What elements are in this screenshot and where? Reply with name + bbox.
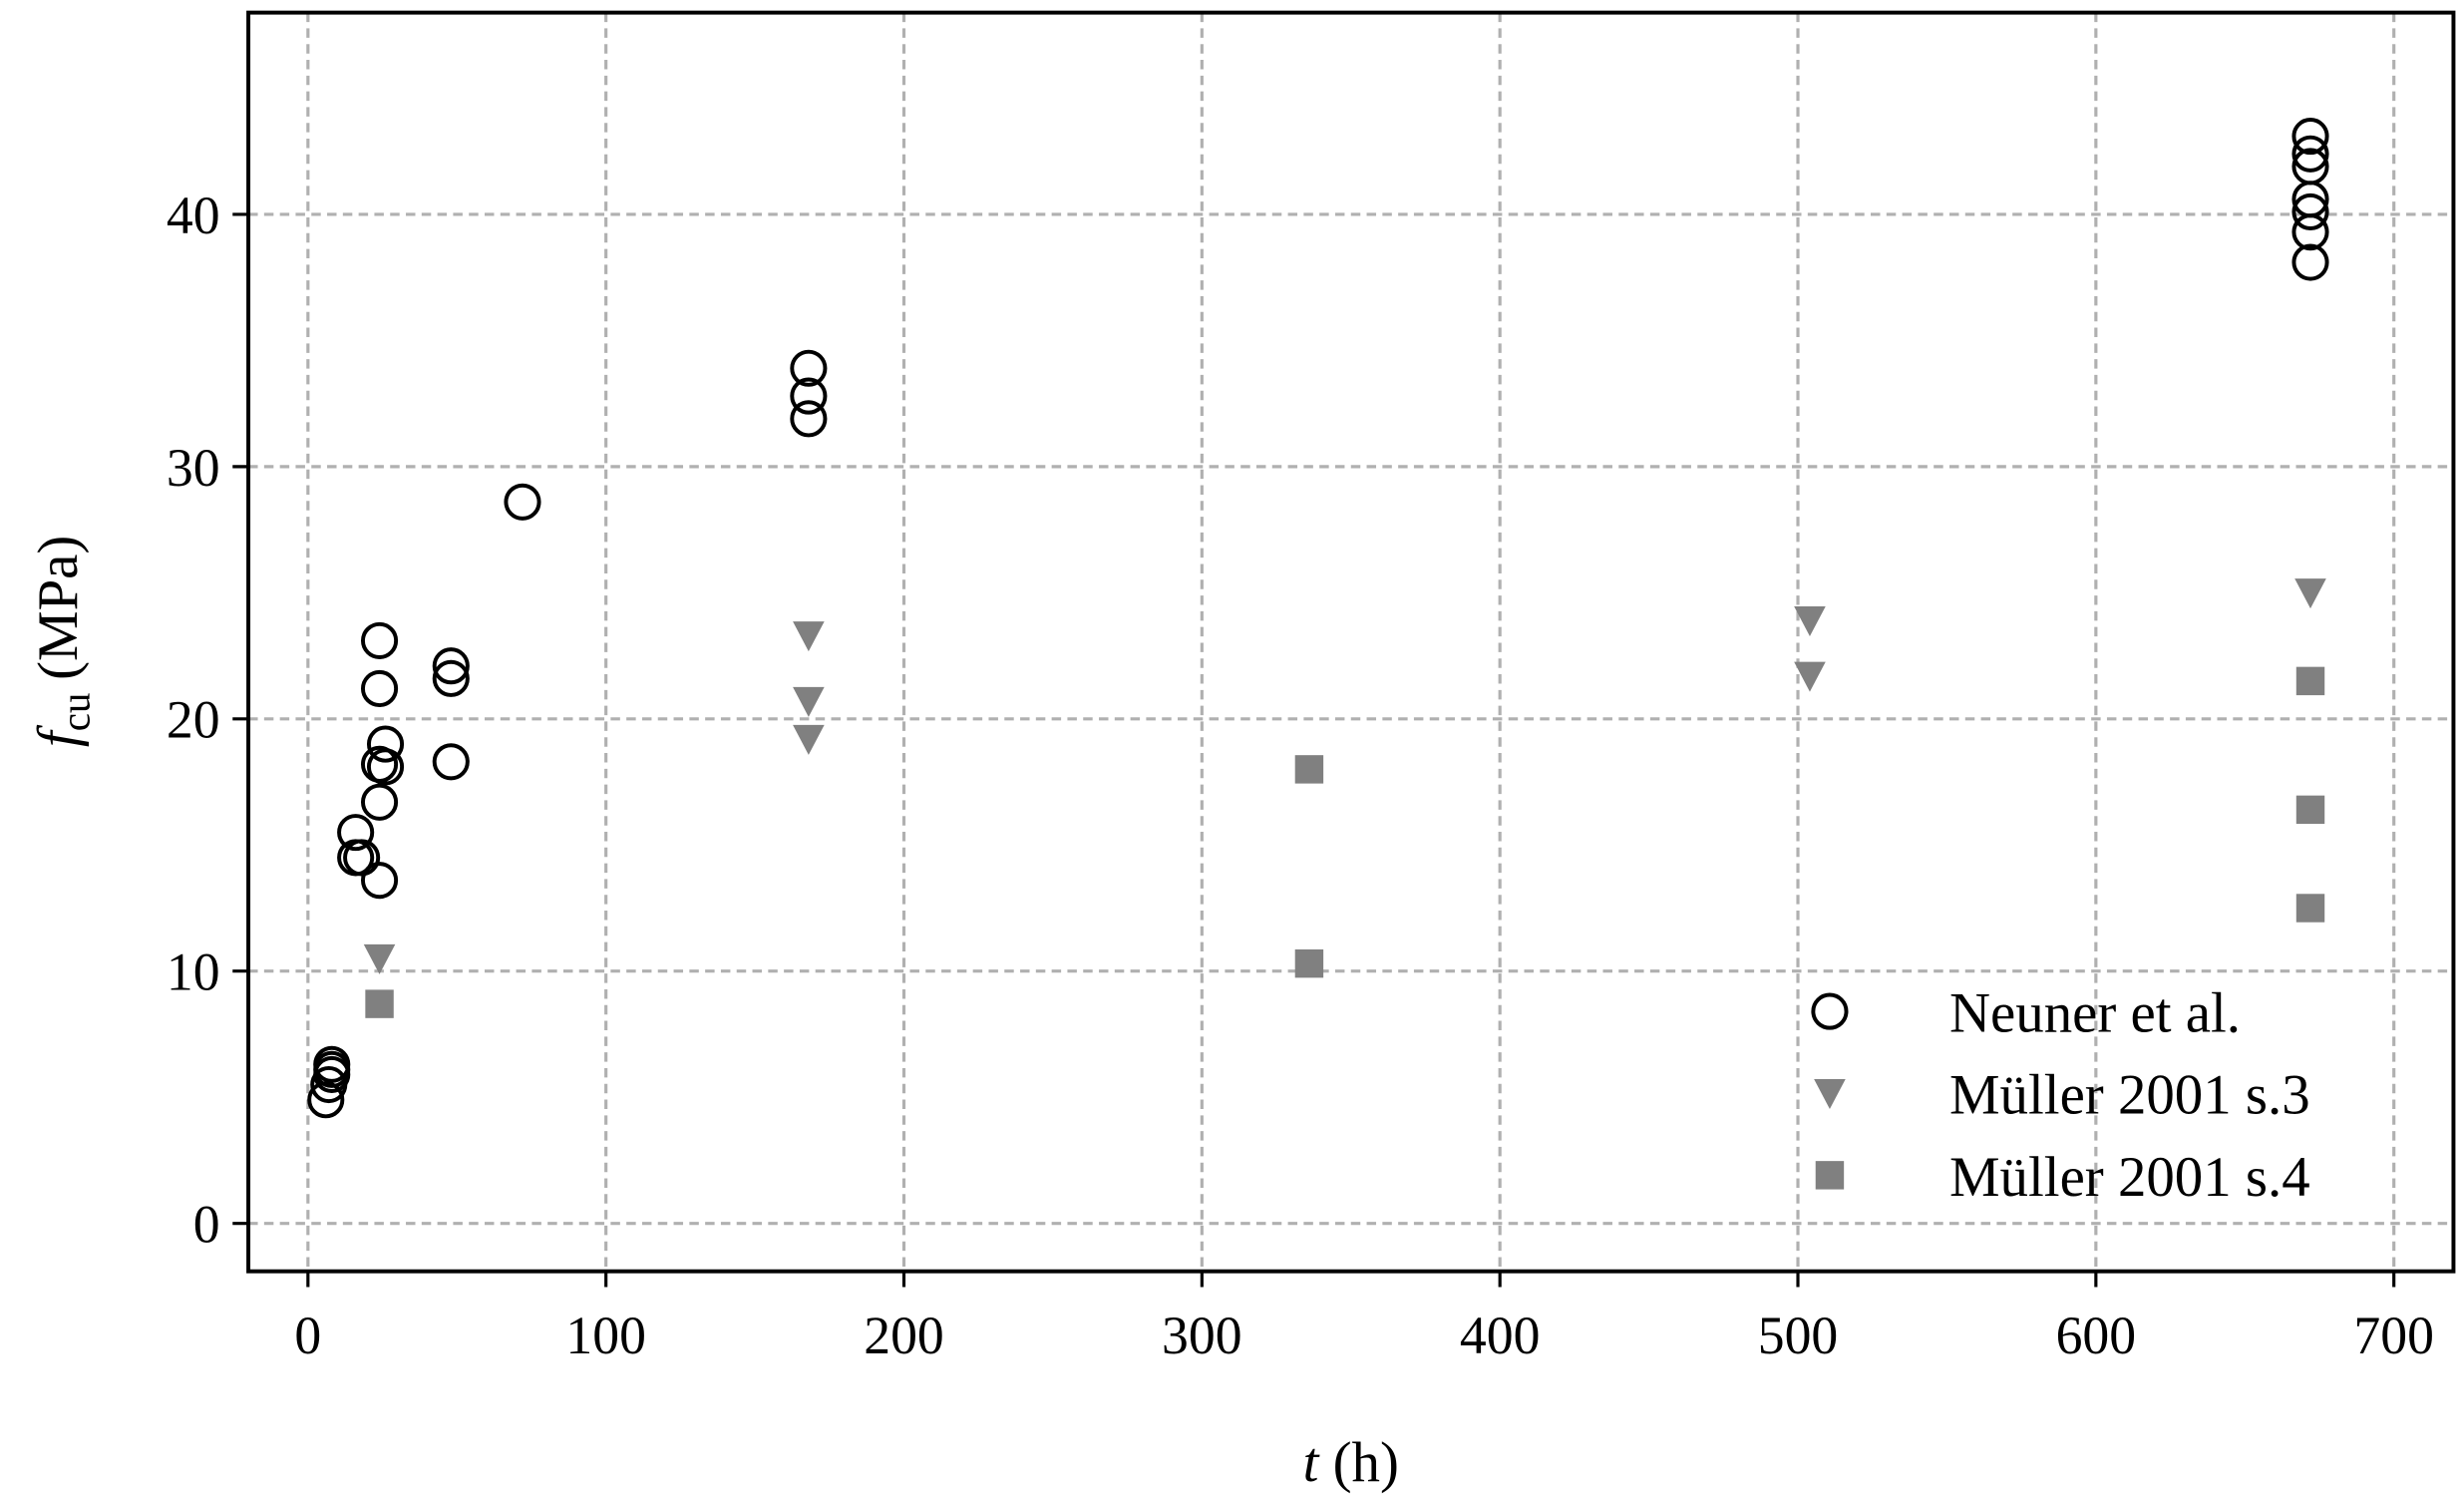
x-tick-label: 0 <box>294 1306 321 1365</box>
point <box>2291 135 2329 173</box>
point <box>432 659 470 697</box>
point <box>432 647 470 685</box>
x-tick-label: 200 <box>864 1306 944 1365</box>
y-label-subscript: cu <box>53 693 99 732</box>
point <box>790 400 828 438</box>
point <box>360 862 399 900</box>
point <box>793 724 825 755</box>
point <box>793 621 825 652</box>
point <box>2291 213 2329 251</box>
x-tick-label: 100 <box>565 1306 646 1365</box>
x-label-symbol: t <box>1303 1431 1320 1494</box>
point <box>2291 192 2329 231</box>
x-tick-label: 500 <box>1758 1306 1839 1365</box>
point <box>366 725 405 763</box>
point <box>1294 755 1324 784</box>
plot-frame <box>246 10 2456 1274</box>
point <box>790 349 828 387</box>
point <box>360 669 399 708</box>
point <box>1794 605 1826 636</box>
x-tick-label: 700 <box>2353 1306 2434 1365</box>
y-tick-label: 40 <box>167 186 220 245</box>
point <box>2294 578 2326 609</box>
y-label-unit: (MPa) <box>27 536 90 680</box>
point <box>2291 118 2329 156</box>
x-tick-label: 300 <box>1162 1306 1242 1365</box>
point <box>2291 243 2329 281</box>
point <box>1794 661 1826 692</box>
point <box>366 748 405 786</box>
point <box>343 839 381 877</box>
point <box>2295 795 2325 825</box>
x-axis-label: t (h) <box>1303 1431 1399 1494</box>
y-tick-label: 10 <box>167 942 220 1002</box>
point <box>793 686 825 717</box>
legend-marker <box>1811 992 1849 1030</box>
x-tick-label: 600 <box>2056 1306 2137 1365</box>
point <box>337 814 375 852</box>
x-tick-label: 400 <box>1460 1306 1541 1365</box>
y-tick-label: 0 <box>193 1195 220 1255</box>
point <box>365 989 394 1018</box>
point <box>2295 894 2325 923</box>
point <box>360 621 399 659</box>
y-axis-label: fcu(MPa) <box>27 536 99 747</box>
point <box>363 943 396 974</box>
y-tick-label: 30 <box>167 438 220 498</box>
point <box>2295 666 2325 696</box>
legend-label: Müller 2001 s.4 <box>1949 1146 2310 1209</box>
legend-marker <box>1814 1078 1846 1110</box>
point <box>360 783 399 821</box>
legend-marker <box>1815 1161 1845 1190</box>
y-tick-label: 20 <box>167 690 220 750</box>
point <box>504 483 541 521</box>
point <box>790 377 828 415</box>
legend-label: Neuner et al. <box>1949 982 2241 1045</box>
point <box>313 1045 351 1083</box>
point <box>1294 948 1324 978</box>
legend-label: Müller 2001 s.3 <box>1949 1064 2310 1127</box>
x-label-unit: (h) <box>1333 1431 1399 1494</box>
point <box>432 743 470 781</box>
